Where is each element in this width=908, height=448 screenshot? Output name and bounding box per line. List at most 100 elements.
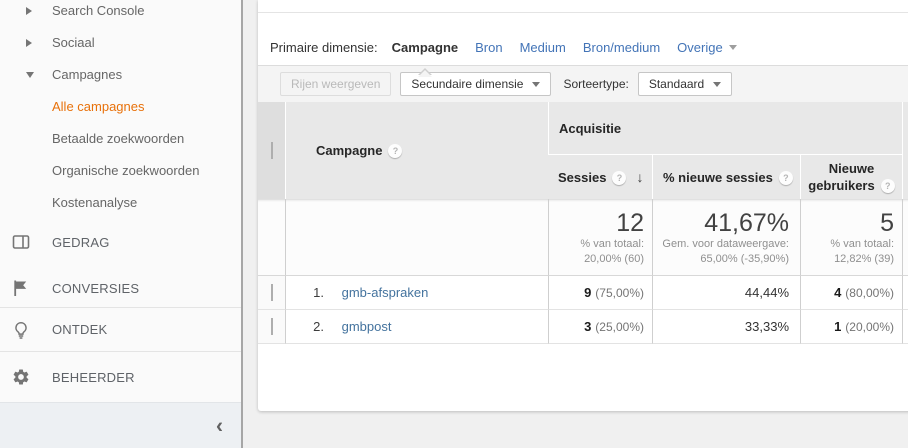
acquisition-group-header: Acquisitie [548, 102, 902, 154]
new-users-value: 4 [834, 285, 842, 300]
row-index: 2. [313, 319, 324, 334]
secondary-dimension-label: Secundaire dimensie [411, 77, 524, 91]
campaign-link[interactable]: gmbpost [341, 319, 392, 334]
help-icon[interactable]: ? [388, 144, 403, 158]
summary-pct-new-cell: 41,67% Gem. voor dataweergave: 65,00% (-… [652, 199, 800, 276]
sidebar-item-organische-zoekwoorden[interactable]: Organische zoekwoorden [0, 155, 241, 187]
sidebar-item-label: Campagnes [52, 67, 123, 82]
help-icon[interactable]: ? [778, 170, 793, 185]
behavior-icon [12, 233, 30, 251]
chevron-right-icon [26, 39, 32, 47]
campaigns-table: Campagne? Acquisitie Sessies? ↓ % nieuwe … [258, 102, 908, 344]
plot-rows-button[interactable]: Rijen weergeven [280, 72, 392, 96]
new-users-value: 1 [834, 319, 842, 334]
sidebar-item-alle-campagnes[interactable]: Alle campagnes [0, 91, 241, 123]
campaign-cell: 2. gmbpost [285, 310, 548, 344]
tab-medium[interactable]: Medium [519, 39, 566, 55]
sidebar-item-ontdek[interactable]: ONTDEK [0, 307, 241, 351]
summary-checkbox-cell [258, 199, 285, 276]
sidebar-item-gedrag[interactable]: GEDRAG [0, 222, 241, 262]
table-row: 1. gmb-afspraken 9 (75,00%) 44,44% 4 (80,0… [258, 276, 908, 310]
extra-cell [902, 276, 908, 310]
tab-overige[interactable]: Overige [677, 40, 737, 55]
sidebar-item-kostenanalyse[interactable]: Kostenanalyse [0, 187, 241, 219]
sidebar-item-label: Sociaal [52, 35, 95, 50]
sessions-total: 12 [616, 209, 644, 237]
help-icon[interactable]: ? [612, 171, 627, 185]
sessions-total-pct: 20,00% (60) [584, 253, 644, 265]
group-header-label: Acquisitie [559, 120, 622, 136]
sidebar-item-label: Search Console [52, 3, 145, 18]
report-card: Primaire dimensie: Campagne Bron Medium … [258, 0, 908, 411]
lightbulb-icon [12, 321, 30, 339]
acquisition-nav-list: Search Console Sociaal Campagnes Alle ca… [0, 0, 241, 219]
campaign-link[interactable]: gmb-afspraken [341, 285, 429, 300]
chevron-right-icon [26, 7, 32, 15]
next-group-header-cut [902, 102, 908, 199]
sort-type-select[interactable]: Standaard [637, 72, 733, 96]
sidebar-item-beheerder[interactable]: BEHEERDER [0, 351, 241, 402]
sidebar-item-label: Organische zoekwoorden [52, 163, 200, 178]
new-users-header-line2: gebruikers [808, 178, 875, 193]
chevron-down-icon [26, 72, 34, 78]
summary-campaign-cell [285, 199, 548, 276]
new-users-note: % van totaal: [830, 238, 894, 250]
tab-bron-medium[interactable]: Bron/medium [582, 39, 661, 55]
sessions-cell: 3 (25,00%) [548, 310, 652, 344]
sessions-value: 3 [584, 319, 592, 334]
sidebar-footer: ‹ [0, 402, 241, 448]
sidebar-item-sociaal[interactable]: Sociaal [0, 27, 241, 59]
sidebar-item-label: ONTDEK [52, 322, 108, 337]
primary-dimension-row: Primaire dimensie: Campagne Bron Medium … [258, 13, 908, 65]
summary-row: 12 % van totaal: 20,00% (60) 41,67% Gem.… [258, 199, 908, 276]
sort-type-value: Standaard [648, 77, 705, 91]
row-checkbox-cell [258, 310, 285, 344]
sessions-pct: (75,00%) [595, 286, 644, 300]
sessions-header-label: Sessies [558, 170, 607, 185]
extra-cell [902, 310, 908, 344]
sidebar-item-betaalde-zoekwoorden[interactable]: Betaalde zoekwoorden [0, 123, 241, 155]
sort-type-label: Sorteertype: [563, 77, 629, 91]
report-sidebar: Search Console Sociaal Campagnes Alle ca… [0, 0, 243, 448]
new-users-pct: (80,00%) [845, 286, 894, 300]
campaign-column-header[interactable]: Campagne? [285, 102, 548, 199]
pct-new-sessions-cell: 44,44% [652, 276, 800, 310]
help-icon[interactable]: ? [880, 179, 895, 193]
pct-new-sessions-column-header[interactable]: % nieuwe sessies? [652, 154, 800, 199]
new-users-pct: (20,00%) [845, 320, 894, 334]
summary-extra-cell [902, 199, 908, 276]
select-all-checkbox[interactable] [270, 142, 273, 159]
tab-campagne[interactable]: Campagne [391, 39, 459, 55]
pct-new-pct: 65,00% (-35,90%) [700, 253, 789, 265]
row-checkbox[interactable] [270, 318, 273, 335]
primary-dimension-label: Primaire dimensie: [270, 39, 378, 55]
sort-desc-icon[interactable]: ↓ [636, 169, 644, 185]
campaign-header-label: Campagne [316, 143, 383, 158]
gear-icon [12, 368, 30, 386]
caret-down-icon [728, 44, 737, 50]
pct-new-sessions-header-label: % nieuwe sessies [663, 169, 773, 185]
tab-bron[interactable]: Bron [475, 39, 503, 55]
tab-overige-label: Overige [677, 39, 723, 55]
sidebar-item-search-console[interactable]: Search Console [0, 0, 241, 27]
collapse-sidebar-icon[interactable]: ‹ [216, 414, 223, 437]
sidebar-item-conversies[interactable]: CONVERSIES [0, 268, 241, 308]
select-all-header-cell [258, 102, 285, 199]
row-checkbox-cell [258, 276, 285, 310]
new-users-pct: 12,82% (39) [834, 253, 894, 265]
sidebar-item-label: GEDRAG [52, 234, 110, 250]
table-toolbar: Rijen weergeven Secundaire dimensie Sort… [258, 65, 908, 102]
new-users-header-line1: Nieuwe [828, 161, 875, 176]
sidebar-item-label: Alle campagnes [52, 99, 145, 114]
table-row: 2. gmbpost 3 (25,00%) 33,33% 1 (20,00%) [258, 310, 908, 344]
pct-new-total: 41,67% [704, 209, 789, 237]
new-users-total: 5 [880, 209, 894, 237]
row-checkbox[interactable] [270, 284, 273, 301]
chart-bottom-strip [258, 0, 908, 13]
sidebar-item-campagnes[interactable]: Campagnes [0, 59, 241, 91]
new-users-cell: 4 (80,00%) [800, 276, 902, 310]
new-users-column-header[interactable]: Nieuwe gebruikers? [800, 154, 902, 199]
sessions-column-header[interactable]: Sessies? ↓ [548, 154, 652, 199]
caret-down-icon [713, 81, 722, 87]
sessions-total-note: % van totaal: [580, 238, 644, 250]
